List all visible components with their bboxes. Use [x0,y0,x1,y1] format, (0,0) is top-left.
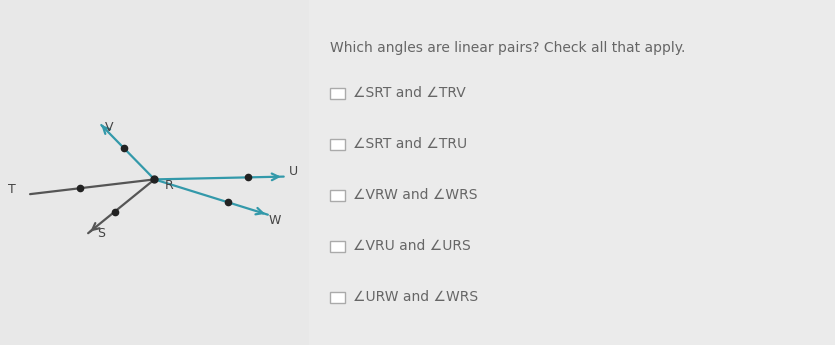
Bar [330,88,345,99]
Text: R: R [165,179,174,192]
Text: S: S [98,227,105,240]
Bar [330,241,345,252]
Text: W: W [268,214,281,227]
Bar [330,139,345,150]
Text: T: T [8,184,16,197]
Text: ∠SRT and ∠TRV: ∠SRT and ∠TRV [353,86,466,100]
Text: ∠VRU and ∠URS: ∠VRU and ∠URS [353,239,471,253]
Text: ∠VRW and ∠WRS: ∠VRW and ∠WRS [353,188,478,202]
Text: Which angles are linear pairs? Check all that apply.: Which angles are linear pairs? Check all… [330,41,686,56]
Text: V: V [105,121,114,134]
Bar [330,190,345,201]
Text: U: U [289,165,298,178]
FancyBboxPatch shape [309,0,835,345]
Text: ∠SRT and ∠TRU: ∠SRT and ∠TRU [353,137,468,151]
Text: ∠URW and ∠WRS: ∠URW and ∠WRS [353,290,478,304]
FancyBboxPatch shape [0,0,309,345]
Bar [330,292,345,303]
